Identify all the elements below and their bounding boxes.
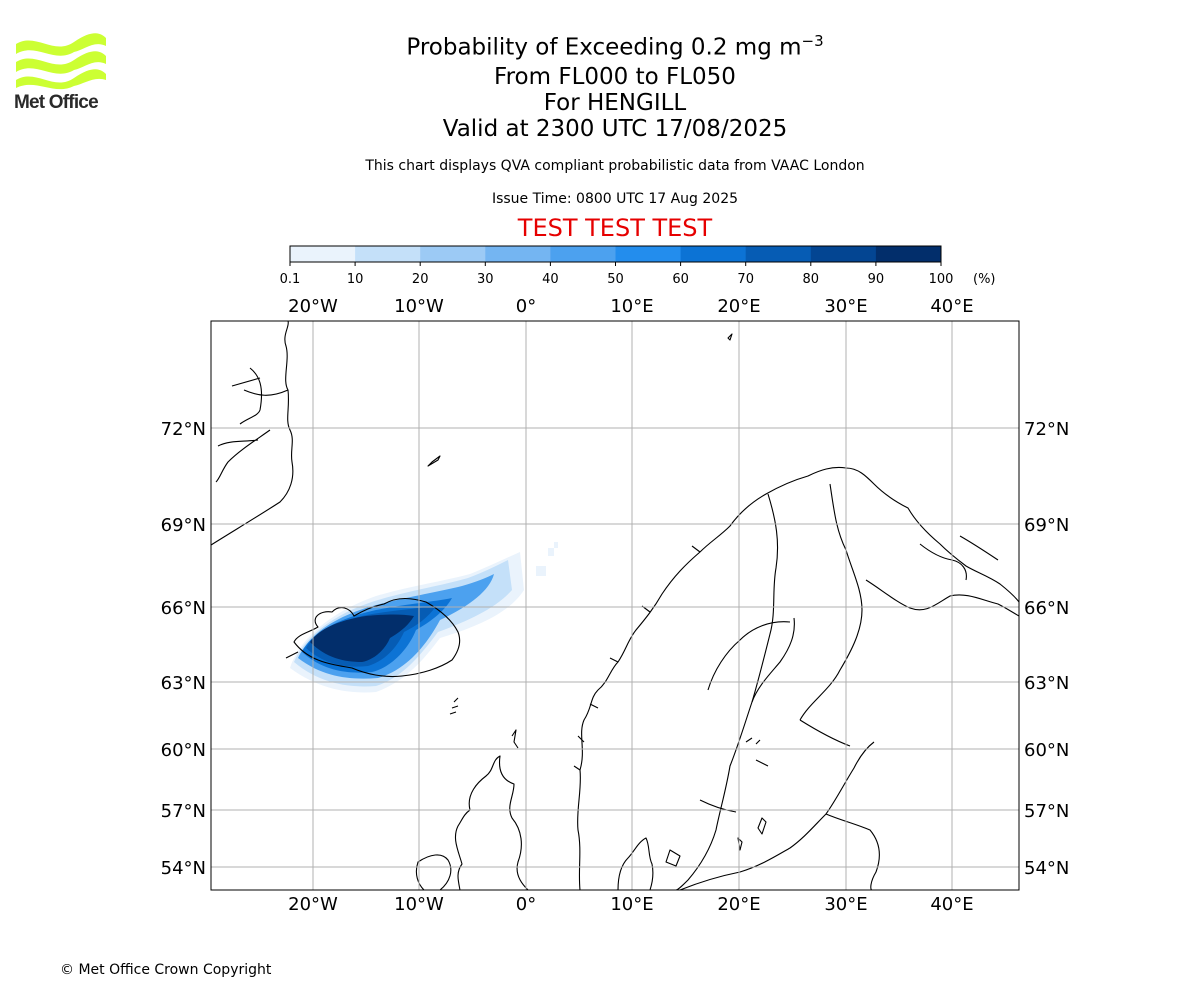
test-banner: TEST TEST TEST xyxy=(517,214,713,242)
copyright-notice: © Met Office Crown Copyright xyxy=(60,962,272,978)
map-panel: 20°W 10°W 0° 10°E 20°E 30°E 40°E 20°W 10°W 0° 10°… xyxy=(161,296,1070,915)
plume-fragment xyxy=(548,548,554,556)
longitude-label: 0° xyxy=(516,296,536,317)
colorbar-tick-label: 0.1 xyxy=(280,272,301,287)
longitude-label: 20°E xyxy=(717,296,760,317)
colorbar-cell xyxy=(550,246,616,262)
colorbar-cell xyxy=(485,246,551,262)
issue-time: Issue Time: 0800 UTC 17 Aug 2025 xyxy=(491,191,739,207)
map-frame xyxy=(210,320,1020,891)
latitude-label: 66°N xyxy=(161,598,206,619)
graticule xyxy=(211,321,1019,890)
latitude-label: 69°N xyxy=(1024,515,1069,536)
latitude-label: 60°N xyxy=(1024,740,1069,761)
latitude-label: 63°N xyxy=(1024,673,1069,694)
latitude-label: 57°N xyxy=(1024,801,1069,822)
latitude-labels-left: 72°N 69°N 66°N 63°N 60°N 57°N 54°N xyxy=(161,419,206,879)
longitude-label: 10°W xyxy=(394,296,444,317)
longitude-label: 20°E xyxy=(717,894,760,915)
volcano-name: For HENGILL xyxy=(543,90,687,116)
latitude-label: 54°N xyxy=(1024,858,1069,879)
longitude-label: 20°W xyxy=(288,296,338,317)
longitude-labels-bottom: 20°W 10°W 0° 10°E 20°E 30°E 40°E xyxy=(288,894,973,915)
met-office-logo xyxy=(16,33,106,90)
longitude-label: 40°E xyxy=(930,894,973,915)
colorbar-tick-label: 60 xyxy=(672,272,689,287)
coastlines xyxy=(211,321,1019,890)
colorbar-tick-label: 30 xyxy=(477,272,494,287)
longitude-label: 40°E xyxy=(930,296,973,317)
longitude-labels-top: 20°W 10°W 0° 10°E 20°E 30°E 40°E xyxy=(288,296,973,317)
colorbar-unit: (%) xyxy=(973,272,996,287)
latitude-label: 63°N xyxy=(161,673,206,694)
valid-time: Valid at 2300 UTC 17/08/2025 xyxy=(442,116,788,142)
colorbar-tick-label: 40 xyxy=(542,272,559,287)
longitude-label: 30°E xyxy=(824,296,867,317)
longitude-label: 10°E xyxy=(610,894,653,915)
latitude-label: 72°N xyxy=(1024,419,1069,440)
colorbar-cell xyxy=(615,246,682,262)
chart-title-text: Probability of Exceeding 0.2 mg m xyxy=(406,34,802,61)
colorbar-cell xyxy=(355,246,421,262)
colorbar-cell xyxy=(680,246,747,262)
colorbar-tick-label: 80 xyxy=(803,272,820,287)
colorbar-tick-label: 90 xyxy=(868,272,885,287)
colorbar-cell xyxy=(290,246,356,262)
latitude-label: 60°N xyxy=(161,740,206,761)
colorbar-cell xyxy=(810,246,877,262)
plume-fragment xyxy=(536,566,546,576)
longitude-label: 30°E xyxy=(824,894,867,915)
colorbar-cell xyxy=(875,246,942,262)
ash-probability-plume xyxy=(290,542,558,693)
longitude-label: 20°W xyxy=(288,894,338,915)
latitude-labels-right: 72°N 69°N 66°N 63°N 60°N 57°N 54°N xyxy=(1024,419,1069,879)
latitude-label: 69°N xyxy=(161,515,206,536)
colorbar-tick-label: 10 xyxy=(347,272,364,287)
latitude-label: 66°N xyxy=(1024,598,1069,619)
flight-level-range: From FL000 to FL050 xyxy=(494,64,736,90)
colorbar-tick-label: 20 xyxy=(412,272,429,287)
chart-title: Probability of Exceeding 0.2 mg m−3 xyxy=(0,28,1200,61)
latitude-label: 57°N xyxy=(161,801,206,822)
longitude-label: 0° xyxy=(516,894,536,915)
colorbar-cell xyxy=(745,246,812,262)
met-office-logo-text: Met Office xyxy=(14,92,99,113)
probability-colorbar: 0.1 10 20 30 40 50 60 70 80 90 100 (%) xyxy=(280,245,996,287)
longitude-label: 10°W xyxy=(394,894,444,915)
colorbar-tick-label: 70 xyxy=(737,272,754,287)
longitude-label: 10°E xyxy=(610,296,653,317)
plume-band-level-10 xyxy=(310,614,414,662)
latitude-label: 72°N xyxy=(161,419,206,440)
colorbar-tick-label: 100 xyxy=(929,272,954,287)
colorbar-tick-label: 50 xyxy=(607,272,624,287)
plume-fragment xyxy=(554,542,558,548)
disclaimer-text: This chart displays QVA compliant probab… xyxy=(365,158,865,174)
latitude-label: 54°N xyxy=(161,858,206,879)
colorbar-cell xyxy=(420,246,486,262)
chart-title-exponent: −3 xyxy=(801,32,824,50)
